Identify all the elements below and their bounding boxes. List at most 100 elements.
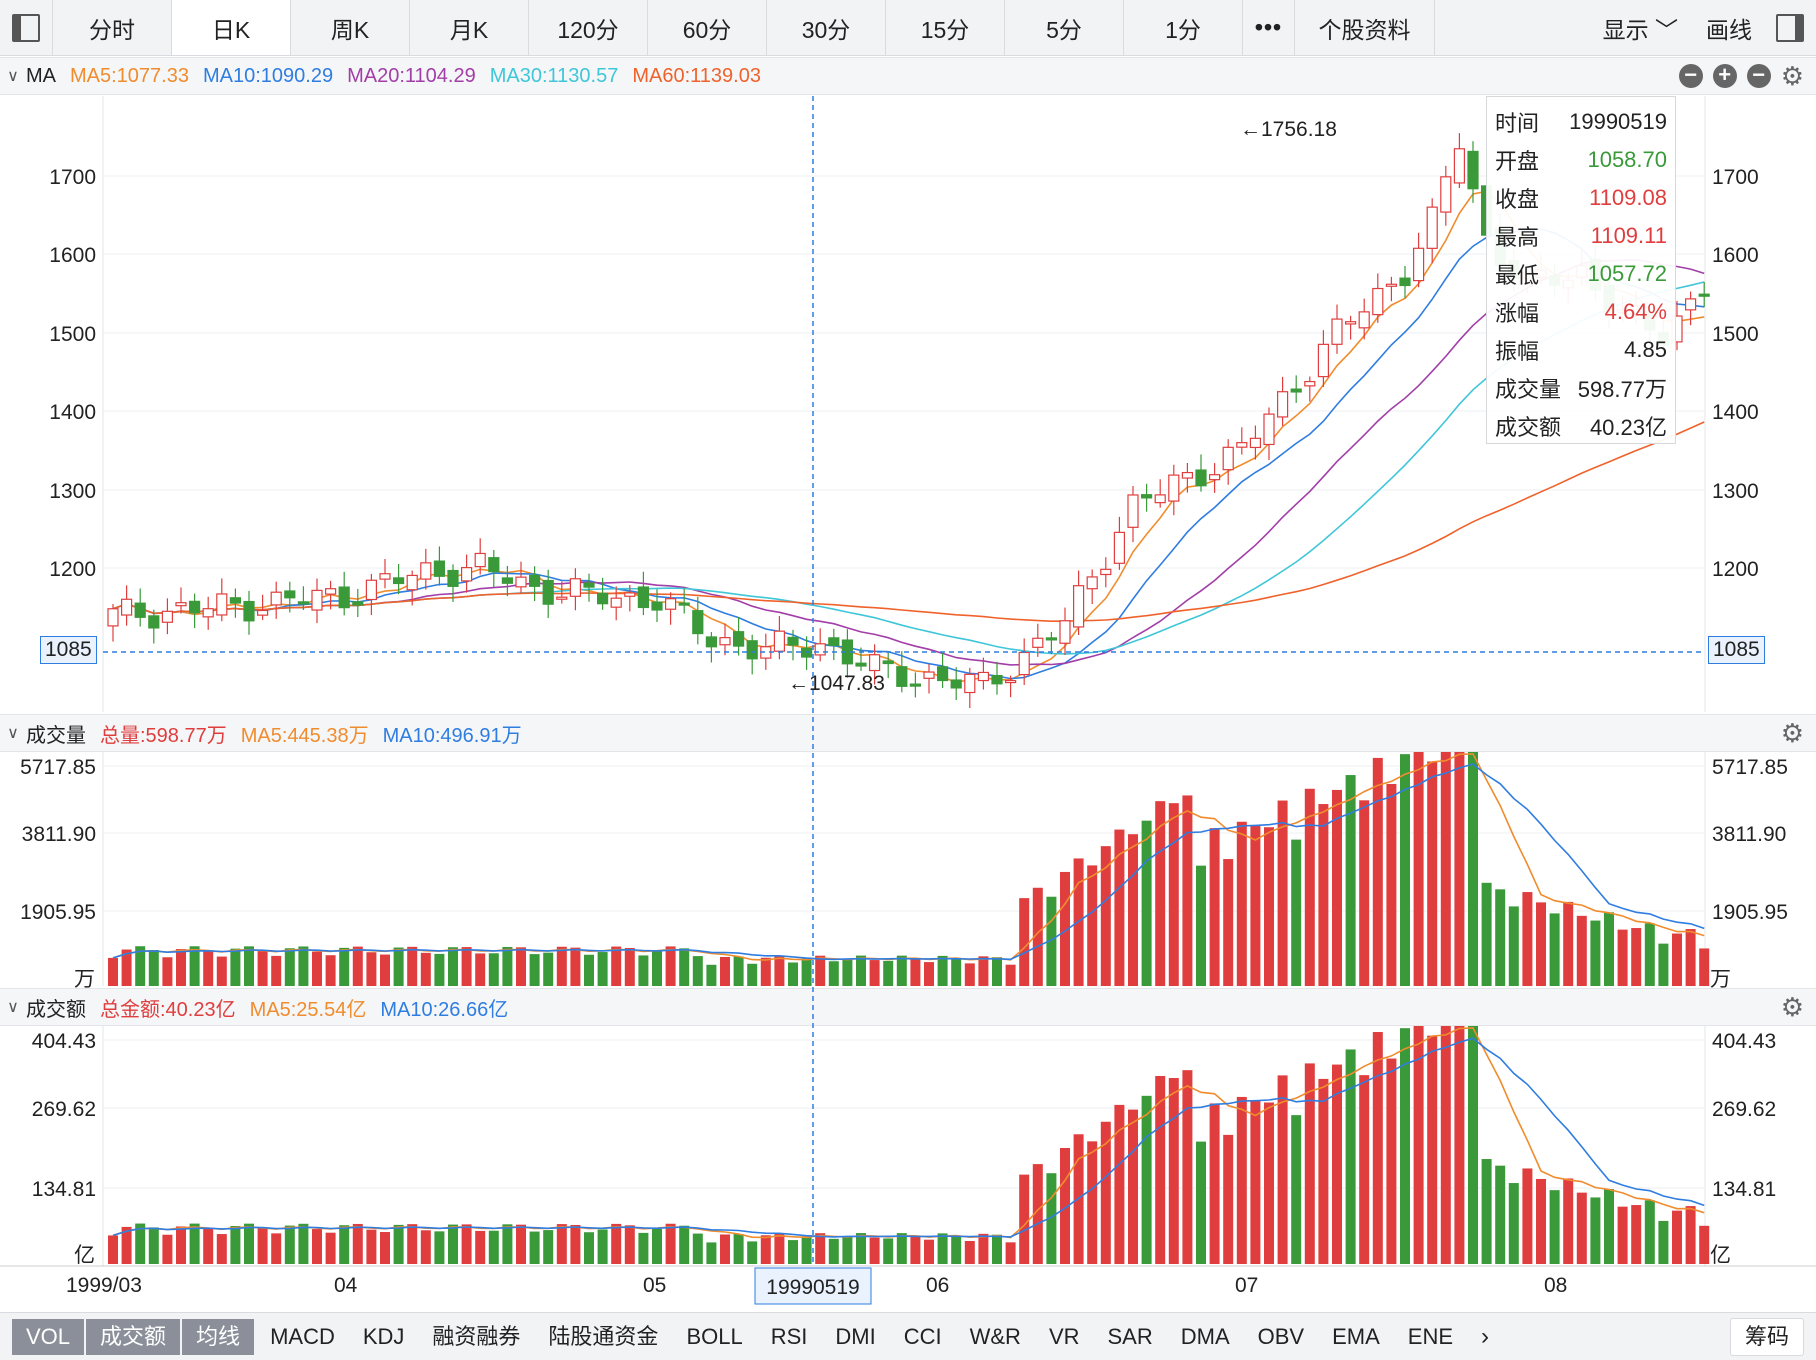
bar — [312, 951, 322, 986]
bar — [1155, 1075, 1166, 1264]
gear-icon[interactable]: ⚙ — [1780, 992, 1804, 1022]
left-panel-icon — [12, 13, 40, 42]
tab-intraday[interactable]: 分时 — [52, 0, 171, 55]
bar — [556, 1224, 567, 1264]
bar — [488, 1230, 499, 1264]
gear-icon[interactable]: ⚙ — [1780, 61, 1804, 91]
collapse-volume-icon[interactable]: ∨ — [7, 725, 19, 742]
collapse-price-icon[interactable]: ∨ — [7, 68, 19, 85]
indicator-tab-boll[interactable]: BOLL — [686, 1323, 743, 1349]
x-label-06: 06 — [926, 1274, 949, 1297]
indicator-tab-vol[interactable]: VOL — [12, 1318, 85, 1355]
tab-daily-k[interactable]: 日K — [171, 0, 290, 55]
candle-body — [610, 597, 622, 608]
tab-1min[interactable]: 1分 — [1123, 0, 1242, 55]
indicator-tab-kdj[interactable]: KDJ — [362, 1323, 405, 1349]
bar — [1168, 803, 1179, 986]
gear-icon[interactable]: ⚙ — [1780, 718, 1804, 748]
toggle-left-panel-button[interactable] — [0, 0, 52, 55]
info-row-amplitude: 振幅 4.85 — [1495, 331, 1667, 369]
indicator-tab-macd[interactable]: MACD — [270, 1323, 335, 1349]
collapse-amount-icon[interactable]: ∨ — [7, 999, 19, 1016]
plus-icon[interactable]: + — [1712, 64, 1737, 88]
indicator-tab-vr[interactable]: VR — [1048, 1323, 1080, 1349]
bar — [1209, 1103, 1220, 1264]
more-periods-button[interactable]: ••• — [1242, 0, 1294, 55]
candle-body — [175, 602, 187, 607]
bar — [284, 1225, 295, 1264]
bar — [1019, 1174, 1030, 1264]
indicator-tab-obv[interactable]: OBV — [1257, 1323, 1305, 1349]
indicator-tab-rsi[interactable]: RSI — [770, 1323, 808, 1349]
tab-30min[interactable]: 30分 — [766, 0, 885, 55]
draw-line-button[interactable]: 画线 — [1706, 16, 1752, 43]
volume-ma-lines — [112, 753, 1705, 961]
tab-5min[interactable]: 5分 — [1004, 0, 1123, 55]
minus-icon[interactable]: − — [1678, 64, 1703, 88]
display-menu[interactable]: 显示 ﹀ — [1603, 11, 1678, 45]
amount-ma10-legend: MA10:26.66亿 — [380, 998, 509, 1021]
tab-15min[interactable]: 15分 — [885, 0, 1004, 55]
x-label-08: 08 — [1544, 1274, 1567, 1297]
bar — [896, 1233, 907, 1264]
candle-body — [746, 640, 758, 660]
display-label: 显示 — [1602, 16, 1649, 43]
indicator-tab-ma[interactable]: 均线 — [182, 1318, 255, 1355]
x-label-1999-03: 1999/03 — [66, 1274, 142, 1297]
bar — [774, 956, 785, 986]
bar — [216, 1234, 227, 1264]
indicator-tab-northbound[interactable]: 陆股通资金 — [548, 1323, 659, 1349]
candle-body — [1208, 474, 1221, 481]
bar — [1019, 898, 1030, 986]
candle-body — [1168, 474, 1180, 502]
indicator-tab-ene[interactable]: ENE — [1407, 1323, 1454, 1349]
bar — [1563, 1178, 1574, 1264]
tab-weekly-k[interactable]: 周K — [290, 0, 409, 55]
candle-body — [243, 600, 255, 622]
bar — [706, 1242, 717, 1264]
chip-distribution-button[interactable]: 筹码 — [1729, 1317, 1804, 1356]
bar — [1155, 801, 1166, 986]
info-value: 1109.11 — [1590, 223, 1667, 248]
bar — [529, 954, 540, 986]
bar — [1536, 1178, 1546, 1264]
bar — [978, 956, 989, 986]
bar — [244, 1223, 254, 1264]
candle-body — [420, 562, 432, 580]
bar — [339, 947, 350, 986]
bar — [964, 1240, 975, 1264]
bar — [1508, 906, 1519, 986]
tab-monthly-k[interactable]: 月K — [409, 0, 528, 55]
remove-icon[interactable]: − — [1746, 64, 1771, 88]
indicator-tab-wr[interactable]: W&R — [969, 1323, 1021, 1349]
indicator-tab-amount[interactable]: 成交额 — [86, 1318, 181, 1355]
bar — [1400, 1028, 1410, 1264]
candle-body — [936, 666, 949, 682]
volume-unit-right: 万 — [1710, 968, 1731, 991]
candle-body — [678, 602, 690, 606]
amount-y-label-right: 404.43 — [1712, 1030, 1776, 1053]
indicator-tab-sar[interactable]: SAR — [1107, 1323, 1153, 1349]
indicator-tab-dmi[interactable]: DMI — [835, 1323, 876, 1349]
ma10-line — [112, 1037, 1705, 1238]
bar — [1196, 1141, 1206, 1264]
tab-120min[interactable]: 120分 — [528, 0, 647, 55]
tab-60min[interactable]: 60分 — [647, 0, 766, 55]
chevron-right-icon[interactable]: › — [1481, 1322, 1490, 1350]
bar — [298, 946, 309, 986]
toggle-right-panel-button[interactable] — [1764, 0, 1816, 55]
indicator-tab-dma[interactable]: DMA — [1180, 1323, 1230, 1349]
price-y-label: 1600 — [49, 244, 96, 267]
bar — [1549, 1190, 1560, 1264]
indicator-tab-ema[interactable]: EMA — [1332, 1323, 1380, 1349]
volume-y-label: 1905.95 — [20, 901, 96, 924]
candle-body — [1684, 298, 1697, 311]
amount-y-label-right: 134.81 — [1712, 1178, 1776, 1201]
indicator-tab-margin[interactable]: 融资融券 — [432, 1323, 521, 1349]
bar — [203, 1227, 214, 1264]
bar — [407, 946, 418, 986]
tab-stock-profile[interactable]: 个股资料 — [1294, 0, 1434, 55]
amount-y-label: 134.81 — [32, 1178, 96, 1201]
kline-chart-area[interactable]: 1700 1700 1600 1600 1500 1500 1400 1400 1300 1300… — [0, 0, 1816, 1312]
indicator-tab-cci[interactable]: CCI — [903, 1323, 942, 1349]
